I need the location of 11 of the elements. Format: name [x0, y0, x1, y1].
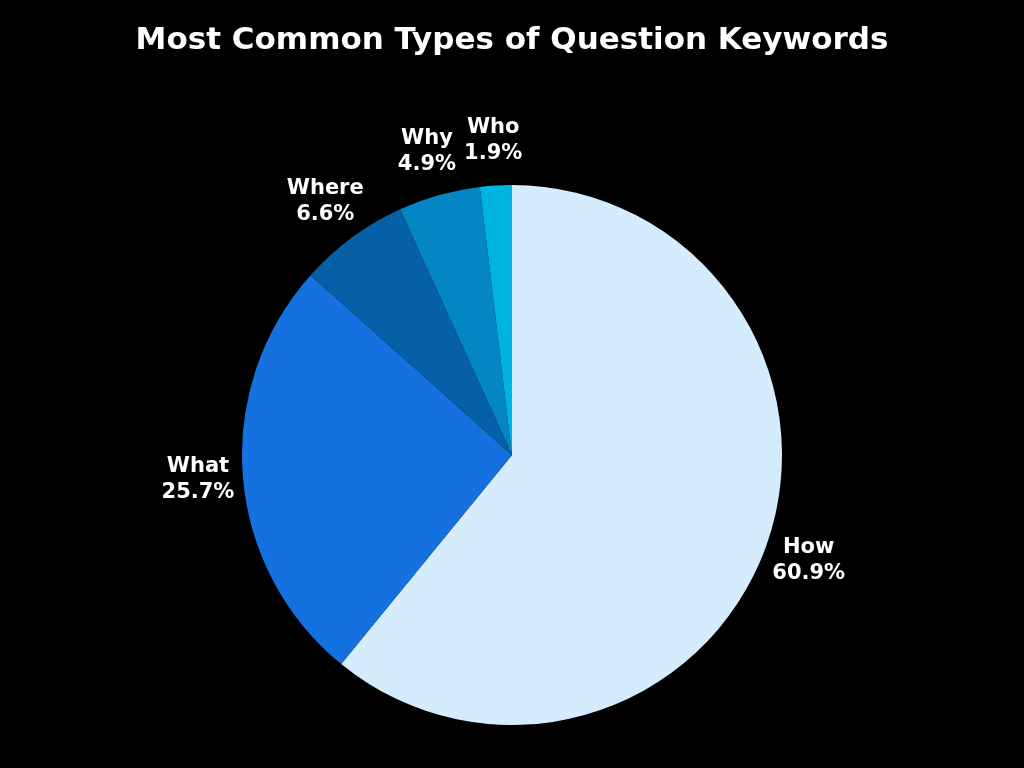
- slice-label: Where: [286, 174, 364, 199]
- slice-label: Who: [466, 114, 520, 139]
- data-label: 60.9%: [772, 560, 846, 585]
- data-label: 1.9%: [464, 140, 523, 165]
- chart-title: Most Common Types of Question Keywords: [134, 20, 890, 56]
- slice-label: Why: [401, 125, 454, 150]
- data-label: 6.6%: [296, 200, 355, 225]
- data-label: 25.7%: [161, 479, 235, 504]
- slice-label: How: [783, 534, 835, 559]
- slice-label: What: [166, 453, 230, 478]
- data-label: 4.9%: [397, 151, 457, 176]
